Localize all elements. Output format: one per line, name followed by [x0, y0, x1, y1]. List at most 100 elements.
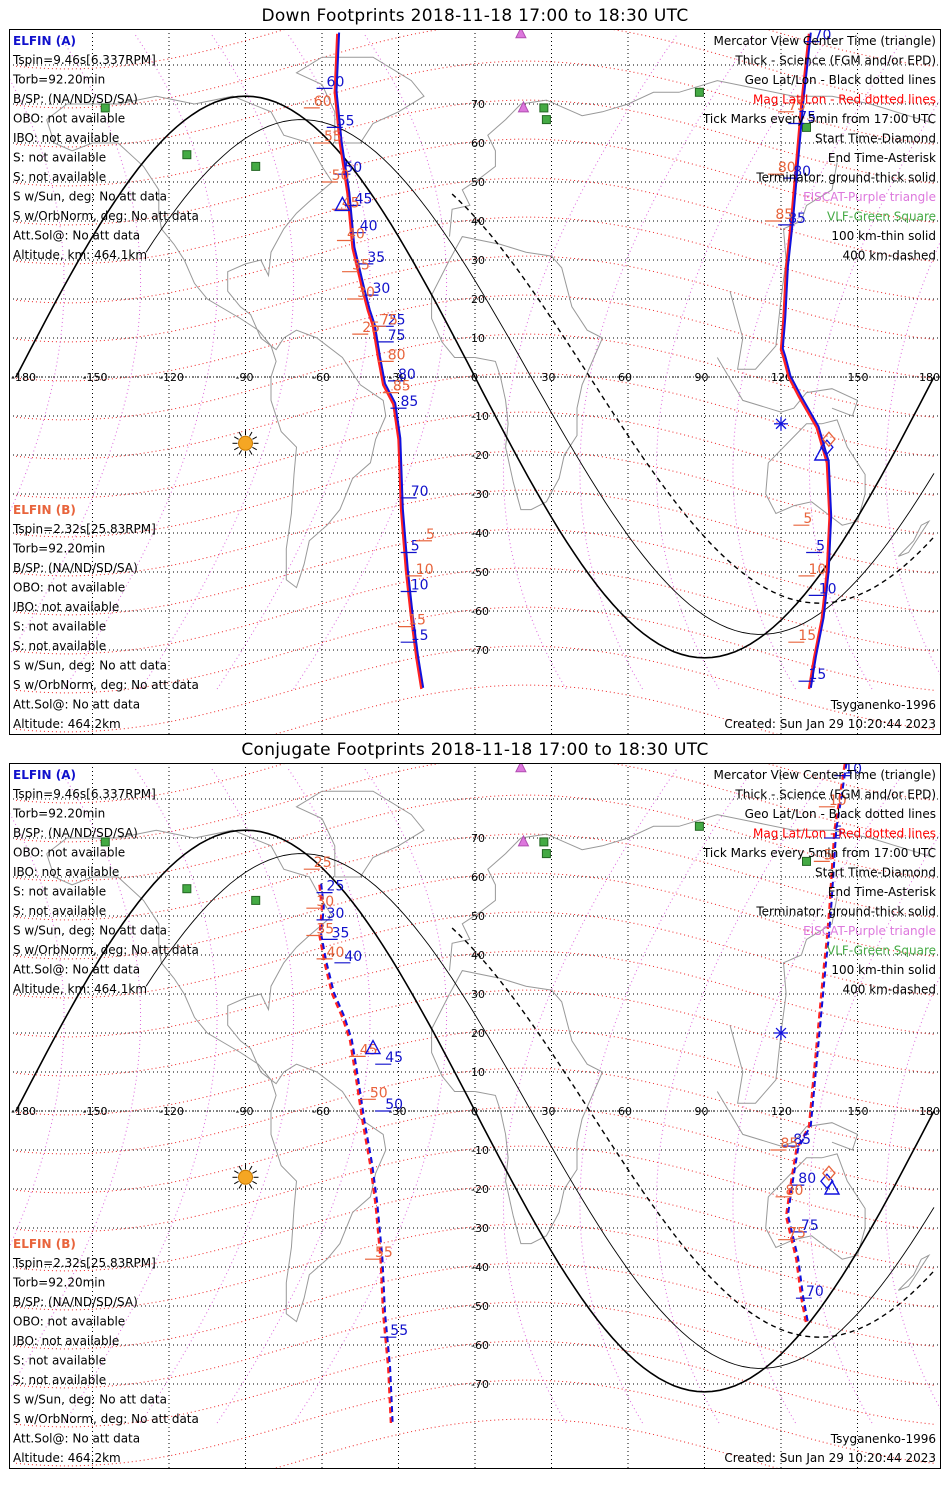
- elfin-a-info-line: IBO: not available: [13, 131, 119, 145]
- tick-blue-label: 5: [411, 539, 420, 555]
- tick-red-label: 10: [416, 562, 434, 578]
- lat-axis-label: 20: [471, 1027, 485, 1040]
- eiscat-triangle-icon: [515, 30, 527, 39]
- mag-latitude-line: [15, 1223, 935, 1311]
- center-time-triangle-icon: [813, 445, 830, 461]
- lat-axis-label: 30: [471, 988, 485, 1001]
- terminator-ground: [15, 829, 935, 1393]
- coastline: [46, 95, 387, 589]
- map-layers: -180 -150 -120 -90 -60 -30 0 30 60 90 120 150 180-70…: [10, 763, 940, 1468]
- lat-axis-label: -50: [471, 566, 489, 579]
- vlf-square-icon: [182, 884, 192, 894]
- terminator-100km: [145, 853, 935, 1369]
- sun-ray: [238, 1183, 242, 1189]
- legend-item: Start Time-Diamond: [815, 132, 936, 146]
- lat-axis-label: -50: [471, 1300, 489, 1313]
- terminator-400km: [451, 927, 935, 1338]
- elfin-a-info-line: Torb=92.20min: [12, 807, 105, 821]
- elfin-a-name: ELFIN (A): [13, 768, 76, 782]
- vlf-square-icon: [182, 150, 192, 160]
- asterisk-stroke: [775, 1027, 787, 1039]
- model-name: Tsyganenko-1996: [830, 1432, 936, 1446]
- elfin-b-info-line: B/SP: (NA/ND/SD/SA): [13, 561, 138, 575]
- elfin-b-info-line: S w/OrbNorm, deg: No att data: [13, 1412, 199, 1426]
- sun-ray: [238, 431, 242, 437]
- legend-item: End Time-Asterisk: [828, 151, 936, 165]
- tick-red-label: 55: [375, 1245, 393, 1261]
- elfin-a-info-line: IBO: not available: [13, 865, 119, 879]
- tick-blue-label: 75: [798, 110, 816, 126]
- lon-axis-label: 150: [848, 371, 869, 384]
- start-time-diamond-icon: [822, 431, 836, 448]
- elfin-a-info-line: S: not available: [13, 151, 106, 165]
- tick-red-label: 85: [393, 379, 411, 395]
- tick-blue-label: 10: [844, 763, 862, 778]
- mag-latitude-line: [15, 1184, 935, 1272]
- lon-axis-label: 30: [542, 1105, 556, 1118]
- panel-title-down: Down Footprints 2018-11-18 17:00 to 18:3…: [261, 6, 689, 26]
- lon-axis-label: 120: [771, 1105, 792, 1118]
- coastline: [431, 236, 604, 511]
- tick-blue-label: 70: [411, 484, 429, 500]
- mag-latitude-line: [15, 1262, 935, 1350]
- elfin-b-info-line: IBO: not available: [13, 600, 119, 614]
- vlf-square-icon: [251, 895, 261, 905]
- map-layers: -180 -150 -120 -90 -60 -30 0 30 60 90 120 150 180-70…: [10, 30, 940, 734]
- legend-item: 100 km-thin solid: [831, 963, 936, 977]
- tick-blue-label: 85: [793, 1132, 811, 1148]
- elfin-a-info-line: Torb=92.20min: [12, 73, 105, 87]
- sun-ray: [252, 1180, 258, 1185]
- start-time-diamond-icon: [820, 1173, 834, 1190]
- sun-ray: [249, 449, 253, 455]
- legend-item: Terminator: ground-thick solid: [755, 171, 936, 185]
- coastline: [295, 56, 425, 144]
- tick-blue-label: 50: [385, 1097, 403, 1113]
- lon-axis-label: 0: [471, 1105, 478, 1118]
- mag-latitude-line: [15, 606, 935, 694]
- legend-item: Geo Lat/Lon - Black dotted lines: [745, 807, 936, 821]
- tick-blue-label: 35: [332, 925, 350, 941]
- elfin-a-info-line: S w/OrbNorm, deg: No att data: [13, 209, 199, 223]
- sun-ray: [233, 446, 239, 451]
- lat-axis-label: -60: [471, 605, 489, 618]
- mag-meridian-line: [732, 33, 908, 690]
- elfin-a-info-line: Att.Sol@: No att data: [13, 229, 140, 243]
- elfin-b-info-line: S: not available: [13, 620, 106, 634]
- mag-latitude-line: [15, 138, 935, 226]
- tick-blue-label: 25: [388, 312, 406, 328]
- tick-red-label: 75: [788, 1226, 806, 1242]
- mag-meridian-line: [579, 767, 755, 1424]
- legend-item: Mercator View Center Time (triangle): [714, 34, 936, 48]
- lat-axis-label: -10: [471, 1144, 489, 1157]
- legend-item: 400 km-dashed: [842, 249, 936, 263]
- tick-red-label: 35: [352, 258, 370, 274]
- eiscat-triangle-icon: [515, 764, 527, 773]
- lat-axis-label: -20: [471, 1183, 489, 1196]
- mag-meridian-line: [885, 241, 940, 676]
- elfin-a-info-line: S: not available: [13, 170, 106, 184]
- vlf-square-icon: [539, 103, 549, 113]
- tick-red-label: 15: [798, 628, 816, 644]
- mag-latitude-line: [15, 1028, 935, 1116]
- lon-axis-label: 30: [542, 371, 556, 384]
- elfin-a-info-line: S: not available: [13, 885, 106, 899]
- tick-red-label: 50: [370, 1085, 388, 1101]
- legend-item: VLF-Green Square: [827, 210, 936, 224]
- tick-blue-label: 85: [401, 394, 419, 410]
- mag-meridian-line: [808, 98, 940, 690]
- eiscat-triangle-icon: [517, 100, 530, 113]
- terminator-400km: [451, 193, 935, 604]
- tick-red-label: 85: [780, 1136, 798, 1152]
- legend-item: VLF-Green Square: [827, 944, 936, 958]
- mag-latitude-line: [15, 1340, 935, 1428]
- elfin-a-track-east-blue: [786, 764, 848, 1325]
- lat-axis-label: 40: [471, 215, 485, 228]
- tick-red-label: 10: [829, 793, 847, 809]
- center-time-triangle-icon: [364, 1039, 382, 1055]
- created-timestamp: Created: Sun Jan 29 10:20:44 2023: [724, 1451, 936, 1465]
- mag-meridian-line: [885, 975, 940, 1410]
- tick-red-label: 40: [347, 227, 365, 243]
- tick-red-label: 80: [786, 1183, 804, 1199]
- legend-item: 100 km-thin solid: [831, 229, 936, 243]
- elfin-b-info-line: Torb=92.20min: [12, 1276, 105, 1290]
